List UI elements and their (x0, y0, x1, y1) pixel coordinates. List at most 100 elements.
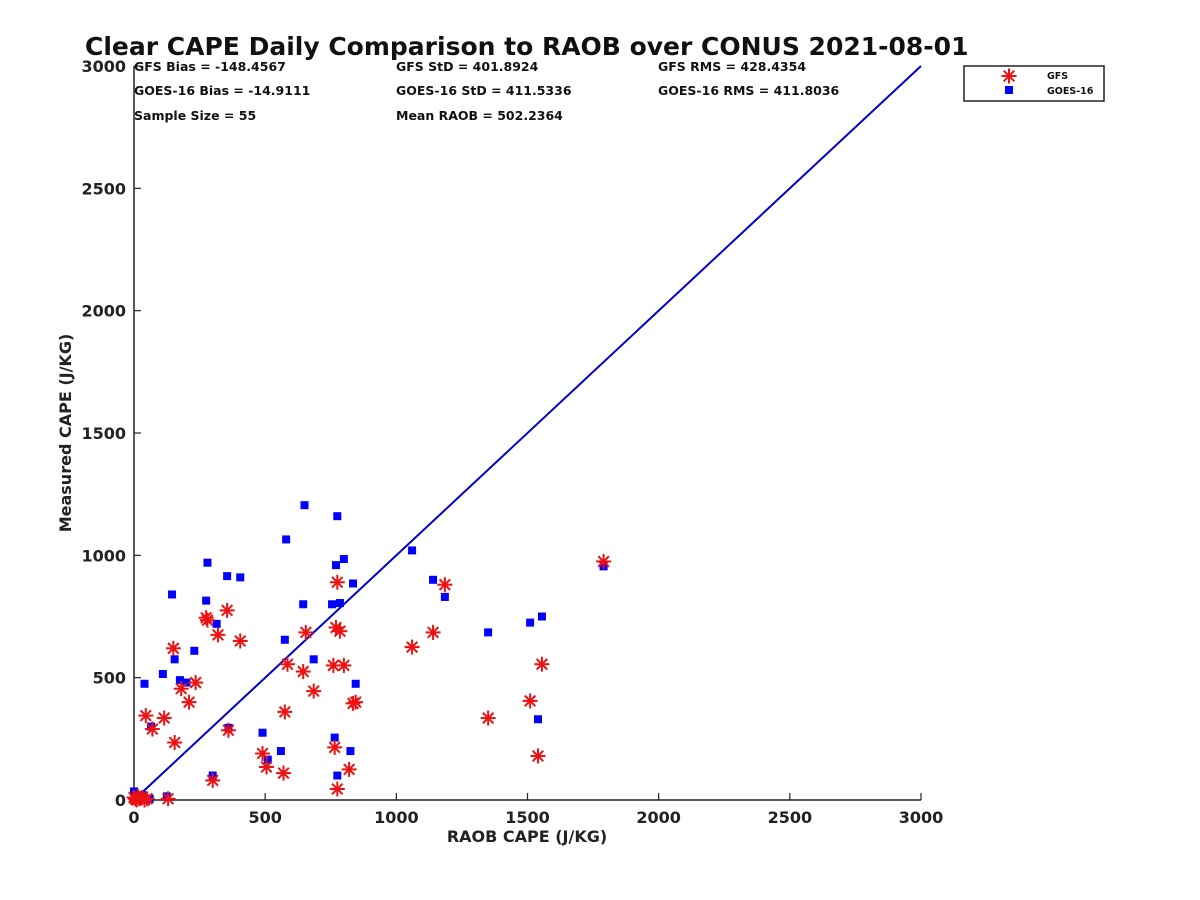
data-point-goes-16 (212, 619, 221, 628)
data-point-gfs (219, 602, 235, 618)
data-point-gfs (298, 624, 314, 640)
data-point-goes-16 (299, 600, 308, 609)
data-point-goes-16 (276, 747, 285, 756)
data-point-goes-16 (331, 561, 340, 570)
data-point-gfs (210, 627, 226, 643)
data-point-gfs (332, 623, 348, 639)
chart-title: Clear CAPE Daily Comparison to RAOB over… (85, 32, 968, 61)
data-point-gfs (522, 693, 538, 709)
data-point-goes-16 (190, 646, 199, 655)
data-point-goes-16 (202, 596, 211, 605)
data-point-gfs (341, 761, 357, 777)
data-point-goes-16 (351, 679, 360, 688)
data-point-gfs (534, 656, 550, 672)
stat-goes-bias: GOES-16 Bias = -14.9111 (134, 83, 310, 98)
data-point-gfs (480, 710, 496, 726)
data-point-gfs (425, 624, 441, 640)
y-tick-label: 1500 (81, 424, 126, 443)
data-point-goes-16 (203, 558, 212, 567)
data-point-goes-16 (236, 573, 245, 582)
data-point-gfs (327, 739, 343, 755)
data-point-goes-16 (429, 575, 438, 584)
data-point-gfs (336, 657, 352, 673)
legend-label-goes-16: GOES-16 (1047, 86, 1094, 97)
data-point-goes-16 (349, 579, 358, 588)
data-point-goes-16 (526, 618, 535, 627)
data-point-goes-16 (300, 501, 309, 510)
data-point-gfs (232, 633, 248, 649)
data-point-gfs (220, 722, 236, 738)
data-point-goes-16 (140, 679, 149, 688)
data-points (126, 501, 612, 808)
data-point-gfs (596, 553, 612, 569)
x-axis-label: RAOB CAPE (J/KG) (447, 827, 607, 846)
data-point-gfs (329, 574, 345, 590)
data-point-gfs (188, 675, 204, 691)
data-point-gfs (530, 748, 546, 764)
data-point-gfs (276, 765, 292, 781)
legend-box (963, 65, 1105, 102)
data-point-gfs (437, 577, 453, 593)
data-point-goes-16 (328, 600, 337, 609)
data-point-gfs (295, 664, 311, 680)
data-point-goes-16 (440, 592, 449, 601)
data-point-gfs (404, 639, 420, 655)
legend-label-gfs: GFS (1047, 71, 1068, 82)
data-point-goes-16 (168, 590, 177, 599)
data-point-gfs (199, 612, 215, 628)
legend-asterisk-icon (1001, 68, 1017, 84)
series-gfs (126, 553, 612, 808)
data-point-gfs (144, 721, 160, 737)
data-point-goes-16 (333, 771, 342, 780)
y-tick-label: 3000 (81, 57, 126, 76)
stat-gfs-std: GFS StD = 401.8924 (396, 59, 539, 74)
data-point-goes-16 (309, 655, 318, 664)
legend: GFS GOES-16 (963, 65, 1105, 102)
data-point-goes-16 (533, 715, 542, 724)
data-point-gfs (348, 694, 364, 710)
stat-mean-raob: Mean RAOB = 502.2364 (396, 108, 563, 123)
stat-goes-rms: GOES-16 RMS = 411.8036 (658, 83, 840, 98)
data-point-gfs (279, 656, 295, 672)
data-point-gfs (325, 657, 341, 673)
data-point-gfs (156, 710, 172, 726)
data-point-goes-16 (258, 728, 267, 737)
data-point-gfs (173, 681, 189, 697)
data-point-gfs (329, 781, 345, 797)
data-point-goes-16 (339, 555, 348, 564)
data-point-gfs (255, 746, 271, 762)
data-point-goes-16 (484, 628, 493, 637)
axes (133, 65, 922, 801)
stat-gfs-rms: GFS RMS = 428.4354 (658, 59, 806, 74)
legend-square-icon (1005, 86, 1013, 94)
legend-marker-gfs (1001, 68, 1017, 84)
data-point-gfs (167, 735, 183, 751)
data-point-goes-16 (182, 678, 191, 687)
data-point-goes-16 (330, 733, 339, 742)
data-point-goes-16 (175, 676, 184, 685)
y-tick-label: 500 (93, 669, 126, 688)
stat-gfs-bias: GFS Bias = -148.4567 (134, 59, 286, 74)
x-tick-label: 3000 (899, 808, 944, 827)
data-point-gfs (205, 772, 221, 788)
data-point-gfs (139, 791, 155, 807)
x-tick-label: 1000 (374, 808, 419, 827)
x-tick-label: 2000 (636, 808, 681, 827)
data-point-goes-16 (280, 635, 289, 644)
data-point-goes-16 (333, 512, 342, 521)
data-point-goes-16 (346, 747, 355, 756)
y-tick-label: 1000 (81, 546, 126, 565)
x-tick-label: 0 (128, 808, 139, 827)
data-point-goes-16 (263, 755, 272, 764)
y-axis-label: Measured CAPE (J/KG) (56, 334, 75, 533)
y-tick-label: 2000 (81, 302, 126, 321)
legend-marker-goes-16 (1005, 86, 1013, 94)
x-tick-label: 500 (248, 808, 281, 827)
data-point-gfs (258, 759, 274, 775)
data-point-gfs (181, 694, 197, 710)
data-point-gfs (277, 704, 293, 720)
y-tick-label: 0 (115, 791, 126, 810)
data-point-goes-16 (170, 655, 179, 664)
data-point-gfs (165, 640, 181, 656)
